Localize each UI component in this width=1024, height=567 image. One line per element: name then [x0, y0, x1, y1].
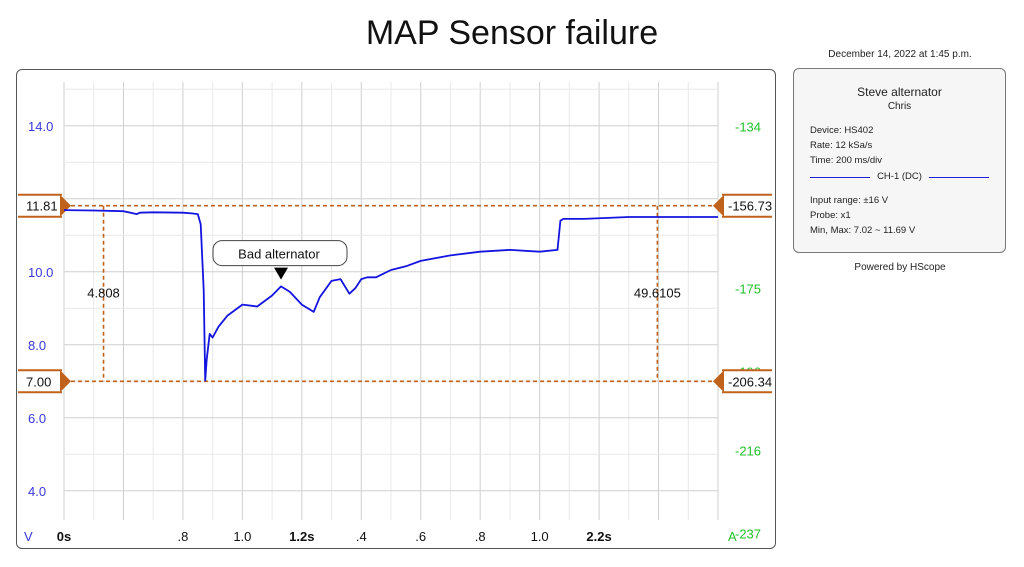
page-title: MAP Sensor failure — [365, 14, 659, 52]
annotation-marker — [274, 267, 289, 280]
trace-ch1 — [63, 209, 718, 382]
info-panel: Steve alternator Chris Device: HS402 Rat… — [793, 68, 1006, 253]
x-tick-label: 1.2s — [289, 529, 314, 544]
cursor-top-tag-bg — [18, 194, 62, 217]
cursor-top-right-tag-label: -156.73 — [728, 199, 772, 214]
x-tick-label: 0s — [57, 529, 71, 544]
x-tick-label: .8 — [475, 529, 486, 544]
y2-axis-unit: A — [728, 529, 737, 544]
y2-tick-label: -216 — [735, 443, 761, 458]
annotation-box — [212, 240, 348, 267]
cursor-top-right-tag-bg — [722, 194, 772, 217]
cursor-bottom-tag-label: 7.00 — [26, 374, 51, 389]
info-rate: Rate: 12 kSa/s — [810, 140, 873, 151]
x-tick-label: .8 — [177, 529, 188, 544]
x-tick-label: .4 — [356, 529, 367, 544]
cursor-left-value: 4.808 — [87, 286, 120, 301]
x-tick-label: 2.2s — [586, 529, 611, 544]
legend-line-right — [929, 177, 989, 178]
cursor-top-tag-arrow — [60, 194, 71, 217]
y-tick-label: 8.0 — [28, 338, 46, 353]
info-name: Steve alternator — [857, 85, 942, 99]
cursor-bottom-right-tag-label: -206.34 — [728, 374, 772, 389]
cursor-bottom-right-tag-bg — [722, 370, 772, 393]
y-tick-label: 4.0 — [28, 484, 46, 499]
y2-tick-label: -175 — [735, 281, 761, 296]
y-tick-label: 6.0 — [28, 411, 46, 426]
info-minmax: Min, Max: 7.02 ~ 11.69 V — [810, 225, 916, 236]
info-device: Device: HS402 — [810, 125, 874, 136]
powered-by: Powered by HScope — [854, 262, 946, 273]
cursor-top-right-tag-arrow — [713, 194, 724, 217]
y2-tick-label: -237 — [735, 526, 761, 541]
x-tick-label: 1.0 — [233, 529, 251, 544]
y2-tick-label: -134 — [735, 119, 761, 134]
cursor-bottom-tag-bg — [18, 370, 62, 393]
cursor-bottom-right-tag-arrow — [713, 370, 724, 393]
timestamp: December 14, 2022 at 1:45 p.m. — [828, 49, 972, 60]
y-tick-label: 14.0 — [28, 119, 53, 134]
y-tick-label: 10.0 — [28, 265, 53, 280]
info-time: Time: 200 ms/div — [810, 155, 882, 166]
legend-line-left — [810, 177, 870, 178]
cursor-top-tag-label: 11.81 — [26, 199, 58, 214]
channel-legend: CH-1 (DC) — [810, 171, 989, 183]
x-tick-label: .6 — [415, 529, 426, 544]
annotation-label: Bad alternator — [238, 247, 320, 262]
x-tick-label: 1.0 — [531, 529, 549, 544]
info-input-range: Input range: ±16 V — [810, 195, 889, 206]
info-user: Chris — [887, 101, 912, 112]
info-probe: Probe: x1 — [810, 210, 851, 221]
cursor-bottom-tag-arrow — [60, 370, 71, 393]
channel-label: CH-1 (DC) — [877, 171, 922, 182]
plot-frame — [16, 69, 776, 549]
cursor-right-value: 49.6105 — [634, 286, 681, 301]
y-axis-unit: V — [24, 529, 33, 544]
